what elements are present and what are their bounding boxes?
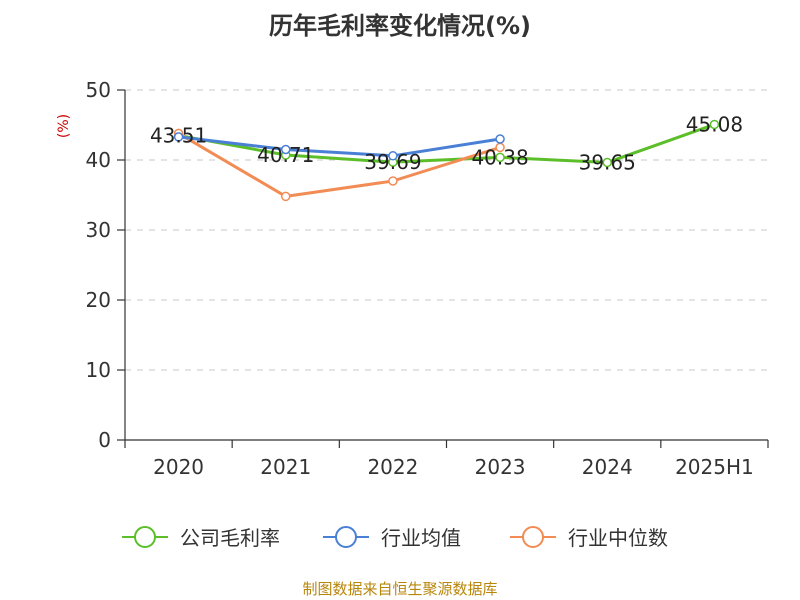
data-label: 45.08	[686, 112, 743, 136]
x-tick-label: 2020	[153, 455, 204, 479]
series-point-2[interactable]	[495, 134, 505, 144]
series-point-1[interactable]	[602, 157, 612, 168]
data-label: 40.71	[257, 143, 314, 167]
legend[interactable]: 公司毛利率 行业均值 行业中位数	[122, 526, 668, 550]
y-tick-label: 30	[86, 218, 111, 242]
y-axis-label: (%)	[56, 114, 72, 138]
legend-marker[interactable]	[522, 526, 544, 548]
series-line-3	[177, 132, 501, 198]
series-line-2	[178, 135, 501, 158]
data-label: 39.69	[364, 150, 421, 174]
legend-label[interactable]: 行业均值	[381, 526, 461, 550]
data-label: 39.65	[579, 150, 636, 174]
chart-title: 历年毛利率变化情况(%)	[269, 12, 531, 40]
legend-marker[interactable]	[134, 526, 156, 548]
x-tick-label: 2025H1	[675, 455, 754, 479]
x-tick-label: 2023	[475, 455, 526, 479]
y-tick-label: 50	[86, 78, 111, 102]
y-tick-label: 20	[86, 288, 111, 312]
series-point-1[interactable]	[709, 119, 720, 130]
series-point-3[interactable]	[388, 176, 398, 186]
data-label: 40.38	[471, 145, 528, 169]
series-point-2[interactable]	[173, 132, 184, 142]
y-tick-label: 40	[86, 148, 111, 172]
series-point-2[interactable]	[281, 144, 291, 155]
x-tick-label: 2022	[367, 455, 418, 479]
series-point-1[interactable]	[495, 152, 505, 163]
legend-label[interactable]: 公司毛利率	[180, 526, 280, 550]
legend-marker[interactable]	[335, 526, 357, 548]
series-group	[173, 119, 720, 202]
series-line-1	[178, 123, 715, 164]
axes: 0 10 20 30 40 50 2020 2021 2022 2023 2024 2025H1	[86, 78, 769, 479]
grid	[125, 89, 768, 371]
x-tick-label: 2021	[260, 455, 311, 479]
legend-label[interactable]: 行业中位数	[568, 526, 668, 550]
data-label: 43.51	[150, 123, 207, 147]
series-point-3[interactable]	[281, 191, 291, 202]
y-tick-label: 0	[98, 428, 111, 452]
data-labels: 43.51 40.71 39.69 40.38 39.65 45.08	[150, 112, 743, 174]
x-tick-label: 2024	[582, 455, 633, 479]
y-tick-label: 10	[86, 358, 111, 382]
source-note: 制图数据来自恒生聚源数据库	[302, 580, 497, 598]
series-point-2[interactable]	[388, 151, 398, 161]
